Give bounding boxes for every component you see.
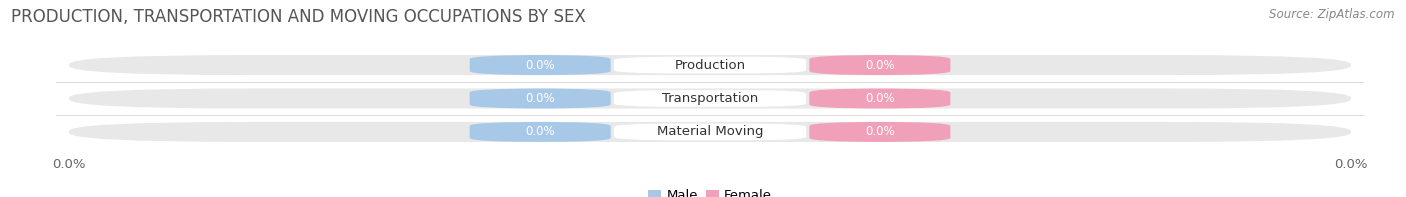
Text: 0.0%: 0.0%	[526, 125, 555, 138]
FancyBboxPatch shape	[470, 122, 610, 142]
FancyBboxPatch shape	[69, 122, 1351, 142]
Text: PRODUCTION, TRANSPORTATION AND MOVING OCCUPATIONS BY SEX: PRODUCTION, TRANSPORTATION AND MOVING OC…	[11, 8, 586, 26]
Text: 0.0%: 0.0%	[526, 59, 555, 72]
FancyBboxPatch shape	[810, 88, 950, 109]
Legend: Male, Female: Male, Female	[643, 184, 778, 197]
FancyBboxPatch shape	[470, 88, 610, 109]
Text: Production: Production	[675, 59, 745, 72]
Text: 0.0%: 0.0%	[865, 92, 894, 105]
FancyBboxPatch shape	[810, 122, 950, 142]
Text: Source: ZipAtlas.com: Source: ZipAtlas.com	[1270, 8, 1395, 21]
Text: Transportation: Transportation	[662, 92, 758, 105]
Text: 0.0%: 0.0%	[865, 125, 894, 138]
FancyBboxPatch shape	[810, 55, 950, 75]
FancyBboxPatch shape	[614, 90, 806, 107]
FancyBboxPatch shape	[69, 88, 1351, 109]
FancyBboxPatch shape	[470, 55, 610, 75]
Text: 0.0%: 0.0%	[526, 92, 555, 105]
Text: Material Moving: Material Moving	[657, 125, 763, 138]
FancyBboxPatch shape	[614, 57, 806, 73]
FancyBboxPatch shape	[69, 55, 1351, 75]
FancyBboxPatch shape	[614, 124, 806, 140]
Text: 0.0%: 0.0%	[865, 59, 894, 72]
